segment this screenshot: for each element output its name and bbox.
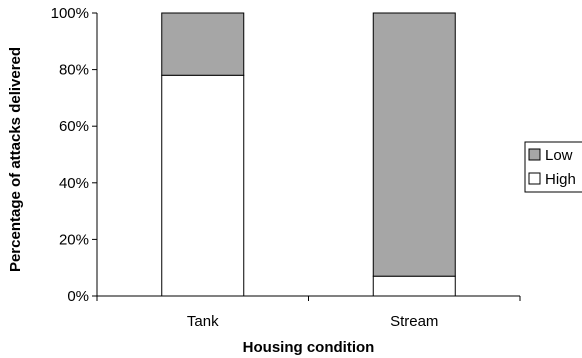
y-tick-label: 80% [59, 62, 89, 79]
bar-segment-high-tank [161, 74, 245, 297]
bar-segment-low-tank [161, 12, 245, 76]
y-tick-label: 0% [67, 288, 89, 305]
bar-segment-low-stream [372, 12, 456, 277]
y-tick-label: 100% [51, 5, 89, 22]
x-axis-ticks: Tank Stream [96, 296, 521, 330]
x-tick-label: Tank [187, 313, 219, 330]
x-axis-title: Housing condition [243, 339, 375, 356]
legend-label-low: Low [545, 147, 573, 164]
bars [161, 12, 456, 297]
y-tick-label: 20% [59, 231, 89, 248]
legend-swatch-high [528, 172, 541, 185]
legend: Low High [524, 141, 582, 193]
x-tick-label: Stream [390, 313, 438, 330]
y-tick-label: 40% [59, 175, 89, 192]
legend-label-high: High [545, 171, 576, 188]
y-axis-title: Percentage of attacks delivered [7, 47, 24, 272]
legend-swatch-low [528, 148, 541, 161]
y-axis-ticks: 0% 20% 40% 60% 80% 100% [51, 5, 97, 305]
y-tick-label: 60% [59, 118, 89, 135]
bar-segment-high-stream [372, 275, 456, 297]
